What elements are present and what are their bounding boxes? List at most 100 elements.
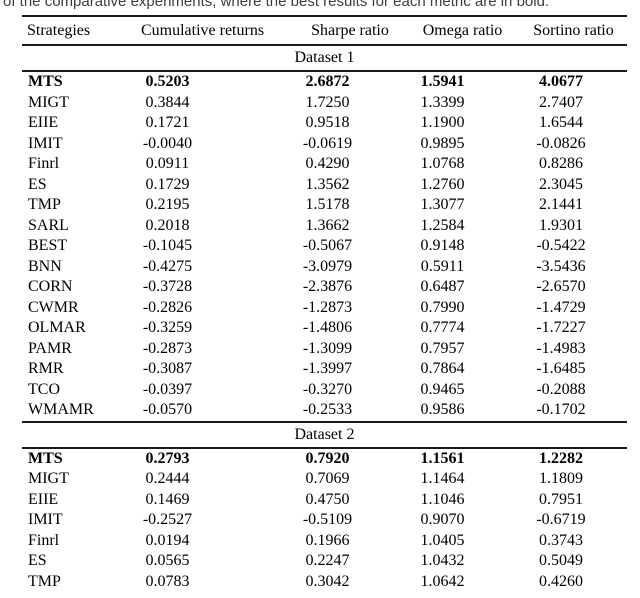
value-cell: 1.5178	[305, 196, 350, 214]
table-row: IMIT -0.0040 -0.0619 0.9895 -0.0826	[22, 134, 627, 155]
value-cell: -0.0570	[142, 401, 193, 419]
table-row: BNN -0.4275 -3.0979 0.5911 -3.5436	[22, 257, 627, 278]
value-cell: -0.3259	[142, 319, 193, 337]
strategy-cell: SARL	[28, 216, 69, 234]
table-caption: of the comparative experiments, where th…	[3, 0, 550, 10]
table-row: ES 0.0565 0.2247 1.0432 0.5049	[22, 551, 627, 572]
column-header-sharpe-ratio: Sharpe ratio	[295, 16, 405, 46]
value-cell: -0.4275	[142, 257, 193, 275]
value-cell: -2.6570	[536, 278, 586, 296]
value-cell: -1.7227	[536, 319, 586, 337]
strategy-cell: MIGT	[28, 470, 69, 488]
value-cell: 1.3399	[420, 93, 465, 111]
header-row: Strategies Cumulative returns Sharpe rat…	[22, 16, 627, 46]
table-row: CORN -0.3728 -2.3876 0.6487 -2.6570	[22, 277, 627, 298]
strategy-cell: EIIE	[28, 114, 59, 132]
value-cell: 0.5911	[420, 257, 465, 275]
value-cell: 1.6544	[539, 114, 583, 132]
value-cell: -3.5436	[536, 257, 586, 275]
value-cell: 0.9465	[420, 380, 465, 398]
column-header-cumulative-returns: Cumulative returns	[110, 16, 295, 46]
value-cell: -0.0040	[142, 134, 193, 152]
value-cell: 0.5049	[539, 552, 583, 570]
strategy-cell: ES	[28, 552, 47, 570]
value-cell: -0.2826	[142, 298, 193, 316]
value-cell: 2.6872	[305, 73, 350, 91]
value-cell: -0.0619	[302, 134, 353, 152]
value-cell: -0.2873	[142, 339, 193, 357]
value-cell: 1.3077	[420, 196, 465, 214]
value-cell: 2.7407	[539, 93, 583, 111]
strategy-cell: RMR	[28, 360, 64, 378]
value-cell: 0.9070	[420, 511, 465, 529]
value-cell: 1.0432	[420, 552, 465, 570]
table-row: IMIT -0.2527 -0.5109 0.9070 -0.6719	[22, 510, 627, 531]
strategy-cell: WMAMR	[28, 401, 94, 419]
value-cell: 1.7250	[305, 93, 350, 111]
value-cell: 0.9895	[420, 134, 465, 152]
value-cell: 1.0642	[420, 572, 465, 590]
table-row: BEST -0.1045 -0.5067 0.9148 -0.5422	[22, 236, 627, 257]
value-cell: 0.5203	[145, 73, 190, 91]
value-cell: -1.4806	[302, 319, 353, 337]
value-cell: 1.3562	[305, 175, 350, 193]
table-row: Finrl 0.0194 0.1966 1.0405 0.3743	[22, 531, 627, 552]
value-cell: -0.1702	[536, 401, 586, 419]
value-cell: 1.3662	[305, 216, 350, 234]
strategy-cell: OLMAR	[28, 319, 86, 337]
section-label: Dataset 2	[22, 420, 627, 449]
value-cell: 0.7864	[420, 360, 465, 378]
strategy-cell: EIIE	[28, 490, 59, 508]
strategy-cell: TCO	[28, 380, 60, 398]
value-cell: -0.2088	[536, 380, 586, 398]
value-cell: 0.3844	[145, 93, 190, 111]
table-row: WMAMR -0.0570 -0.2533 0.9586 -0.1702	[22, 400, 627, 422]
value-cell: 4.0677	[539, 73, 583, 91]
value-cell: 0.7920	[305, 449, 350, 467]
value-cell: 0.7069	[305, 470, 350, 488]
value-cell: -0.3728	[142, 278, 193, 296]
value-cell: 1.2282	[539, 449, 583, 467]
value-cell: 0.6487	[420, 278, 465, 296]
value-cell: 2.1441	[539, 196, 583, 214]
strategy-cell: IMIT	[28, 511, 63, 529]
strategy-cell: Finrl	[28, 155, 60, 173]
strategy-cell: TMP	[28, 572, 61, 590]
section-header-row: Dataset 1	[22, 44, 627, 72]
value-cell: -0.0826	[536, 134, 586, 152]
value-cell: -1.6485	[536, 360, 586, 378]
value-cell: -0.2527	[142, 511, 193, 529]
value-cell: -1.4729	[536, 298, 586, 316]
value-cell: 0.2195	[145, 196, 190, 214]
strategy-cell: TMP	[28, 196, 61, 214]
strategy-cell: IMIT	[28, 134, 63, 152]
table-row: MTS 0.2793 0.7920 1.1561 1.2282	[22, 448, 627, 470]
section-header-row: Dataset 2	[22, 420, 627, 449]
table-row: OLMAR -0.3259 -1.4806 0.7774 -1.7227	[22, 318, 627, 339]
strategy-cell: BEST	[28, 237, 68, 255]
value-cell: -0.2533	[302, 401, 353, 419]
value-cell: 0.3743	[539, 531, 583, 549]
value-cell: 0.9148	[420, 237, 465, 255]
value-cell: 1.1464	[420, 470, 465, 488]
value-cell: 1.1809	[539, 470, 583, 488]
strategy-cell: CORN	[28, 278, 73, 296]
table-row: TCO -0.0397 -0.3270 0.9465 -0.2088	[22, 380, 627, 401]
table-row: MIGT 0.3844 1.7250 1.3399 2.7407	[22, 93, 627, 114]
value-cell: 0.3042	[305, 572, 350, 590]
table-row: SARL 0.2018 1.3662 1.2584 1.9301	[22, 216, 627, 237]
value-cell: 1.1900	[420, 114, 465, 132]
column-header-omega-ratio: Omega ratio	[405, 16, 520, 46]
strategy-cell: CWMR	[28, 298, 79, 316]
table-row: TMP 0.2195 1.5178 1.3077 2.1441	[22, 195, 627, 216]
table-row: EIIE 0.1469 0.4750 1.1046 0.7951	[22, 490, 627, 511]
strategy-cell: MTS	[28, 449, 63, 467]
table-row: MTS 0.5203 2.6872 1.5941 4.0677	[22, 71, 627, 93]
value-cell: -1.4983	[536, 339, 586, 357]
table-row: CWMR -0.2826 -1.2873 0.7990 -1.4729	[22, 298, 627, 319]
value-cell: 1.0768	[420, 155, 465, 173]
value-cell: -1.3997	[302, 360, 353, 378]
value-cell: 0.0565	[145, 552, 190, 570]
value-cell: 0.1966	[305, 531, 350, 549]
strategy-cell: BNN	[28, 257, 62, 275]
